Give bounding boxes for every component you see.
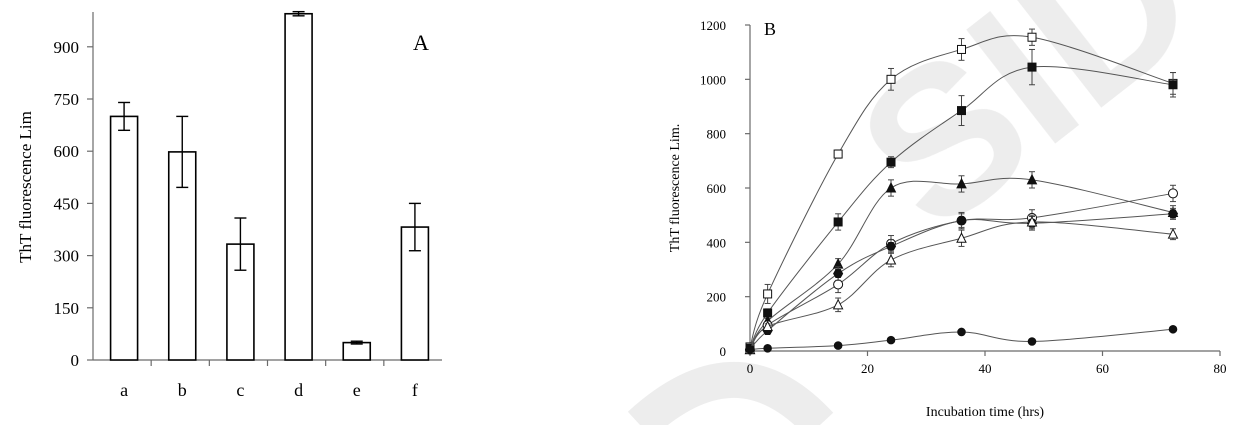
panel-b-marker-triangle (885, 253, 897, 265)
panel-a-error-bar (234, 217, 247, 271)
panel-b-marker-circle (1027, 337, 1037, 346)
panel-a-y-tick-label: 150 (54, 299, 80, 318)
panel-b-marker-circle (745, 345, 755, 354)
panel-a-bars (109, 10, 430, 361)
panel-b-series (744, 28, 1179, 355)
panel-a-category-label: f (412, 380, 418, 400)
panel-b-marker-circle (957, 327, 966, 337)
panel-a-bar-chart: A ThT fluorescence Lim 0 150 300 450 600 750 9… (16, 10, 442, 400)
panel-b-marker-square (1168, 80, 1178, 90)
panel-b-marker-square (957, 106, 966, 116)
panel-b-marker-square (763, 289, 773, 299)
panel-a-error-bar (350, 340, 363, 345)
panel-a-category-label: d (294, 380, 303, 400)
panel-b-marker-triangle (1026, 173, 1038, 185)
panel-b-y-tick-label: 800 (707, 127, 727, 142)
panel-b-marker-square (957, 44, 966, 54)
panel-a-bar (284, 12, 313, 361)
panel-b-marker-hexagon (1167, 209, 1179, 219)
panel-a-axes: 0 150 300 450 600 750 900 a b c d e f (54, 12, 442, 400)
panel-b-x-axis-label: Incubation time (hrs) (926, 405, 1045, 420)
panel-b-x-tick-label: 0 (747, 361, 754, 376)
panel-b-x-tick-label: 40 (979, 361, 992, 376)
watermark: SID (627, 0, 1237, 425)
panel-b-y-axis-label: ThT fluorescence Lim. (668, 124, 683, 252)
panel-b-marker-circle (886, 335, 896, 345)
panel-b-y-tick-label: 600 (707, 181, 727, 196)
panel-b-marker-hexagon (885, 242, 897, 251)
panel-b-label: B (764, 19, 776, 39)
panel-a-y-tick-label: 900 (54, 38, 80, 57)
panel-a-y-tick-label: 600 (54, 142, 80, 161)
panel-a-category-label: c (236, 380, 244, 400)
panel-b-y-tick-label: 400 (707, 235, 727, 250)
panel-a-error-bar (292, 10, 305, 17)
panel-a-label: A (413, 30, 429, 55)
panel-a-category-label: e (353, 380, 361, 400)
panel-b-marker-square (886, 157, 896, 167)
panel-b-series-line (749, 177, 1174, 350)
panel-a-y-tick-label: 750 (54, 90, 80, 109)
panel-b-marker-triangle (762, 320, 773, 332)
panel-b-marker-triangle (832, 298, 844, 310)
panel-a-error-bar (408, 202, 421, 252)
panel-b-marker-triangle (1167, 228, 1179, 239)
panel-b-y-tick-label: 0 (720, 344, 727, 359)
panel-b-marker-square (833, 149, 843, 159)
panel-a-bar (109, 115, 139, 361)
panel-b-marker-square (1027, 32, 1037, 42)
panel-b-marker-circle (1168, 188, 1178, 199)
panel-b-marker-circle (833, 341, 843, 350)
panel-b-marker-circle (763, 343, 772, 353)
panel-b-y-tick-label: 200 (707, 290, 727, 305)
panel-b-line-chart: B ThT fluorescence Lim. Incubation time … (668, 18, 1227, 420)
panel-a-bar (342, 341, 372, 361)
panel-b-marker-circle (1168, 324, 1178, 334)
panel-b-marker-triangle (956, 232, 967, 243)
panel-b-axes: 0 200 400 600 800 1000 1200 0 20 40 60 80 (700, 18, 1227, 376)
panel-b-marker-square (833, 217, 843, 227)
panel-a-category-label: b (178, 380, 187, 400)
panel-b-y-tick-label: 1000 (700, 72, 726, 87)
panel-b-marker-triangle (956, 177, 967, 189)
panel-b-x-tick-label: 80 (1214, 361, 1227, 376)
panel-b-marker-circle (833, 279, 844, 290)
panel-a-y-tick-label: 300 (54, 247, 80, 266)
panel-b-x-tick-label: 20 (861, 361, 874, 376)
panel-b-series-line (749, 65, 1174, 349)
panel-b-y-tick-label: 1200 (700, 18, 726, 33)
panel-a-y-tick-label: 0 (71, 351, 80, 370)
panel-a-y-axis-label: ThT fluorescence Lim (16, 111, 35, 263)
panel-b-marker-triangle (1026, 215, 1038, 227)
panel-a-category-label: a (120, 380, 128, 400)
panel-b-series-open-triangle (744, 214, 1179, 355)
panel-a-error-bar (118, 101, 131, 132)
watermark-swoosh (627, 362, 834, 425)
panel-b-marker-square (886, 74, 896, 84)
panel-b-marker-hexagon (956, 216, 967, 225)
panel-b-series-filled-circle (745, 324, 1178, 354)
panel-b-marker-triangle (885, 181, 897, 193)
panel-a-error-bar (176, 115, 189, 189)
panel-b-marker-square (1027, 62, 1037, 72)
panel-a-y-tick-label: 450 (54, 194, 80, 213)
panel-b-marker-hexagon (833, 269, 844, 278)
panel-b-x-tick-label: 60 (1096, 361, 1109, 376)
